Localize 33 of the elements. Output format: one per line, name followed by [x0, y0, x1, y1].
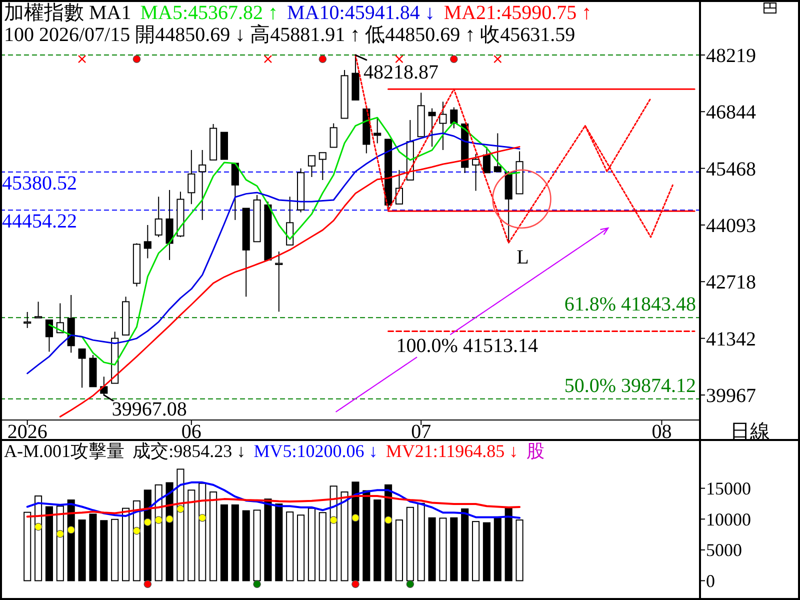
y-tick-label: 0: [706, 571, 715, 591]
data-label: 39967.08: [112, 398, 187, 421]
series-label: MV5:10200.06 ↓: [254, 441, 378, 462]
ref-line-label: 44454.22: [2, 210, 77, 233]
chart-title: 加權指數 MA1: [4, 2, 132, 24]
y-tick-label: 39967: [706, 384, 756, 407]
x-tick-label: 06: [181, 421, 202, 443]
y-tick-label: 41342: [706, 328, 756, 350]
text: MA10:45941.84 ↓: [287, 2, 435, 24]
text: 100 2026/07/15 開44850.69 ↓ 高45881.91 ↑ 低44850.69 ↑ 收45631.59: [4, 23, 576, 46]
ref-line-label: 61.8% 41843.48: [564, 294, 696, 316]
y-tick-label: 44093: [706, 214, 756, 237]
y-tick-label: 5000: [706, 540, 742, 560]
y-tick-label: 46844: [706, 102, 756, 124]
data-label: 48218.87: [363, 62, 438, 84]
series-label: MV21:11964.85 ↓: [386, 441, 518, 462]
y-tick-label: 48219: [706, 45, 756, 68]
y-tick-label: 45468: [706, 158, 756, 180]
x-tick-label: 08: [652, 421, 672, 443]
data-label: L: [516, 246, 529, 268]
x-tick-label: 07: [411, 421, 432, 443]
y-tick-label: 15000: [706, 478, 751, 499]
x-tick-label: 2026: [7, 421, 48, 443]
chart-title: A-M.001攻擊量: [4, 441, 124, 462]
text: MA21:45990.75 ↑: [444, 2, 592, 24]
text: MA5:45367.82 ↑: [140, 2, 278, 24]
ref-line-label: 50.0% 39874.12: [564, 374, 696, 397]
y-tick-label: 10000: [706, 509, 751, 530]
data-label: 100.0% 41513.14: [396, 334, 538, 357]
y-tick-label: 42718: [706, 272, 756, 294]
series-label: 成交:9854.23 ↓: [132, 441, 246, 462]
ref-line-label: 45380.52: [2, 172, 77, 195]
annotation: 股: [526, 441, 544, 462]
